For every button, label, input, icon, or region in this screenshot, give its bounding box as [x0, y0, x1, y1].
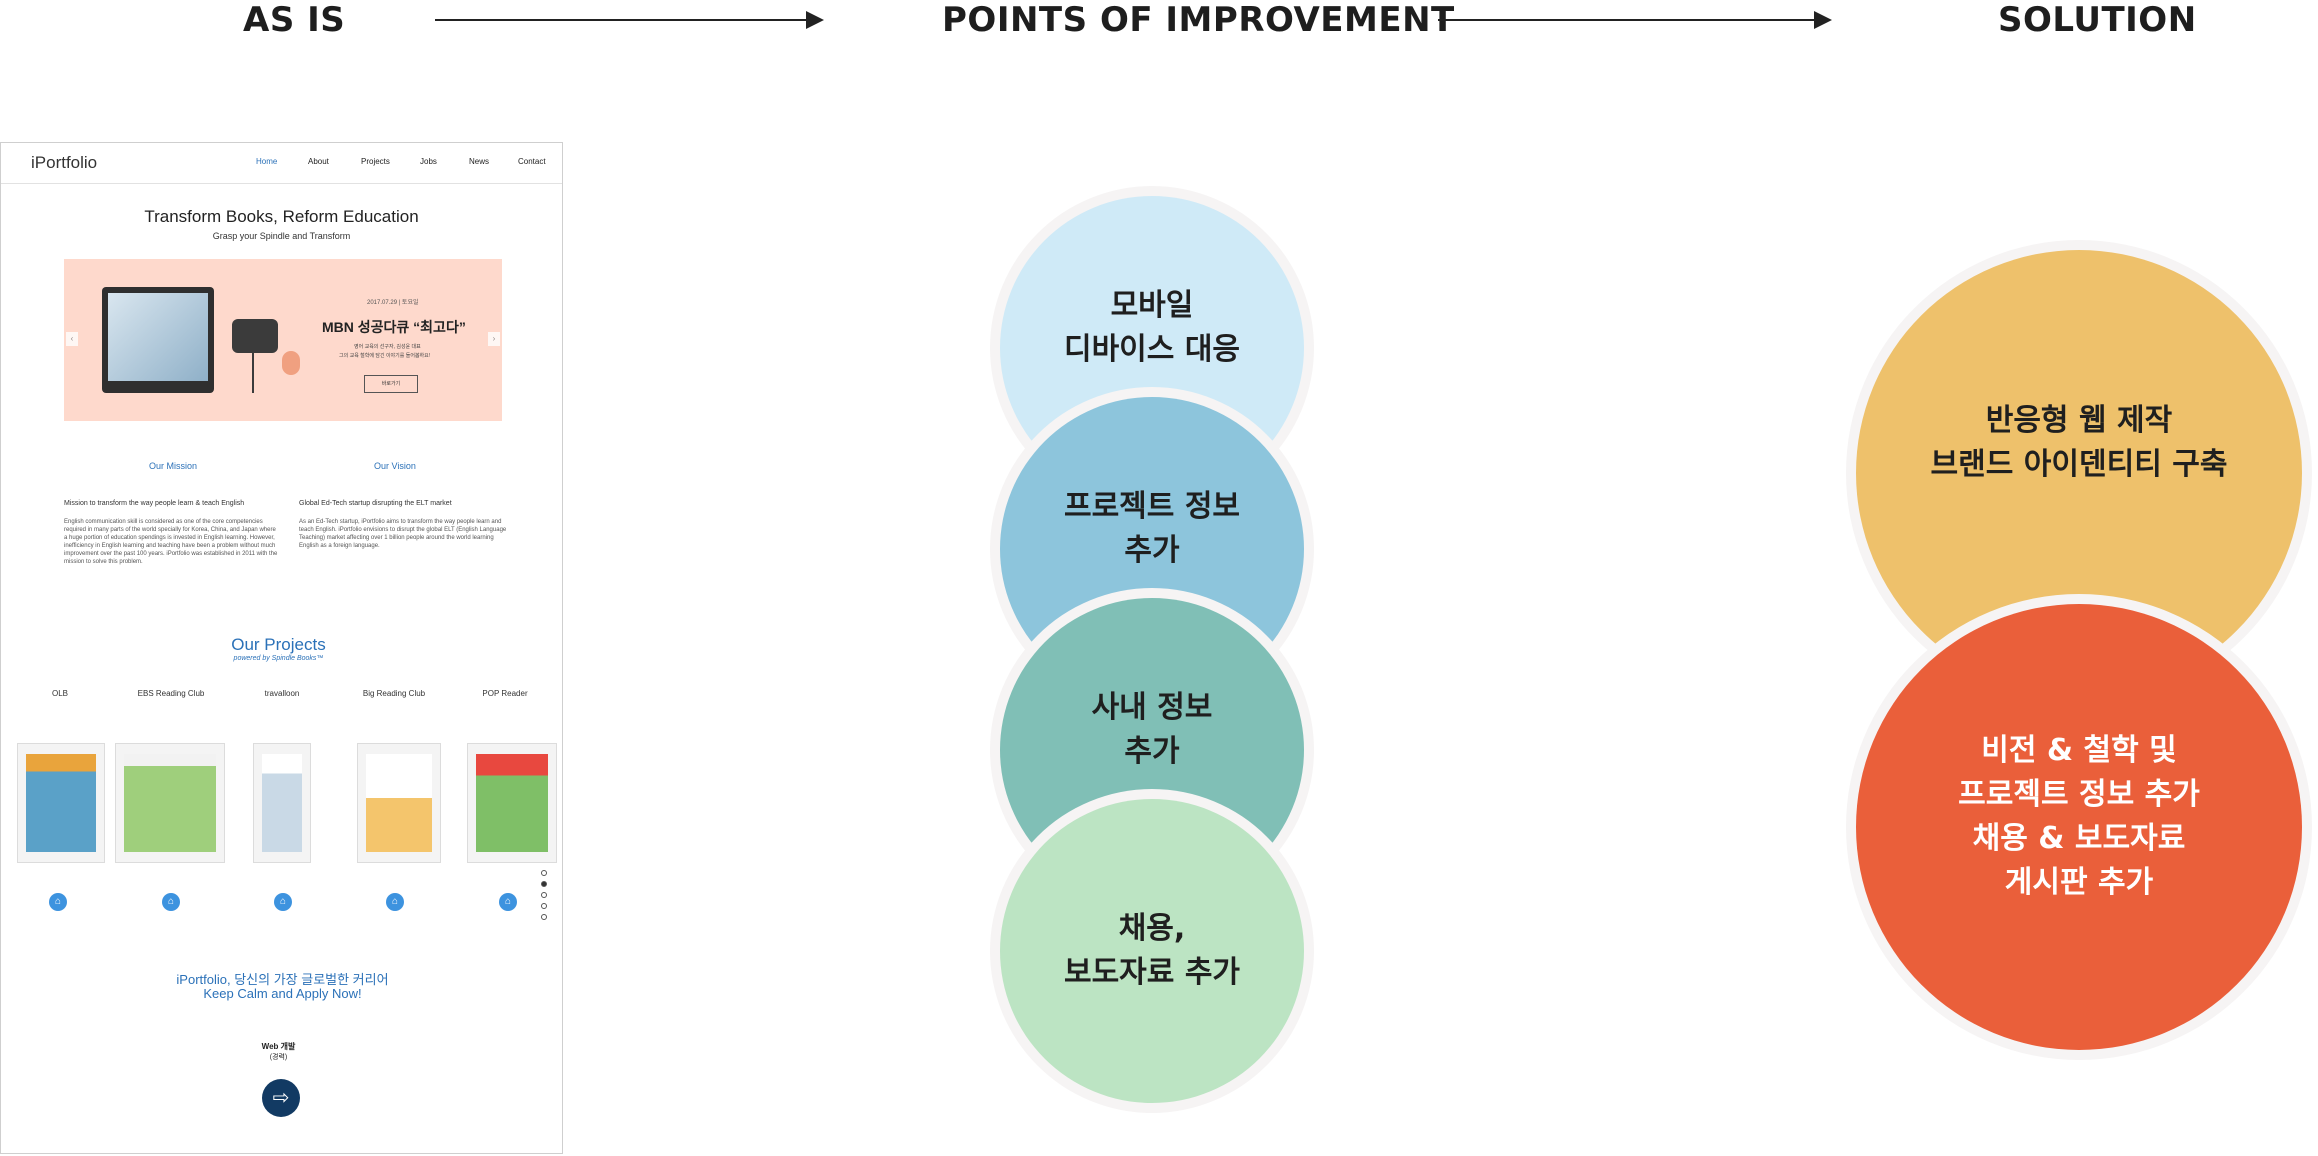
vision-title: Global Ed-Tech startup disrupting the EL… [299, 500, 452, 507]
points-heading: POINTS OF IMPROVEMENT [942, 0, 1455, 40]
project-name-olb[interactable]: OLB [51, 689, 68, 698]
project-home-icon-3[interactable]: ⌂ [274, 893, 292, 911]
project-name-ebs[interactable]: EBS Reading Club [137, 689, 205, 698]
arrow-points-to-solution [1438, 11, 1832, 29]
point-1-line-2: 디바이스 대응 [1063, 332, 1241, 367]
banner-date: 2017.07.29 | 토요일 [367, 300, 419, 306]
page-dot[interactable] [541, 870, 547, 876]
banner-prev-icon[interactable]: ‹ [66, 332, 78, 346]
tv-illustration [102, 287, 214, 393]
point-1-line-1: 모바일 [1110, 288, 1194, 323]
solution-1-line-1: 반응형 웹 제작 [1985, 403, 2173, 438]
solution-1-line-2: 브랜드 아이덴티티 구축 [1930, 447, 2228, 482]
point-3-line-1: 사내 정보 [1091, 690, 1213, 725]
banner-button[interactable]: 바로가기 [364, 375, 418, 393]
project-name-big-reading[interactable]: Big Reading Club [362, 689, 426, 698]
as-is-website-screenshot: iPortfolio Home About Projects Jobs News… [0, 142, 563, 1154]
solution-heading: SOLUTION [1998, 0, 2197, 40]
point-circle-4: 채용, 보도자료 추가 [1000, 799, 1304, 1103]
arrow-as-is-to-points [435, 11, 824, 29]
vision-heading: Our Vision [374, 461, 416, 471]
point-4-line-2: 보도자료 추가 [1063, 955, 1241, 990]
banner-line-2: 그의 교육 철학에 담긴 이야기를 들어봅하요! [339, 353, 431, 359]
nav-news[interactable]: News [469, 157, 490, 166]
job-subtitle: (경력) [269, 1054, 288, 1061]
projects-subheading: powered by Spindle Books™ [233, 655, 324, 662]
nav-about[interactable]: About [308, 157, 329, 166]
project-thumb-travalloon[interactable] [253, 743, 311, 863]
apply-arrow-button[interactable]: ⇨ [262, 1079, 300, 1117]
page-dot[interactable] [541, 903, 547, 909]
project-name-travalloon[interactable]: travalloon [264, 689, 300, 698]
cta-line-2: Keep Calm and Apply Now! [203, 986, 362, 1001]
project-home-icon-1[interactable]: ⌂ [49, 893, 67, 911]
mission-heading: Our Mission [149, 461, 198, 471]
hero-subtitle: Grasp your Spindle and Transform [212, 231, 351, 241]
nav-home[interactable]: Home [256, 157, 278, 166]
project-home-icon-5[interactable]: ⌂ [499, 893, 517, 911]
page-dot[interactable] [541, 892, 547, 898]
page-dots[interactable] [541, 870, 547, 925]
site-nav: iPortfolio Home About Projects Jobs News… [1, 143, 562, 184]
point-2-line-2: 추가 [1124, 533, 1180, 568]
solution-2-line-1: 비전 & 철학 및 [1981, 733, 2177, 768]
point-4-line-1: 채용, [1118, 911, 1186, 946]
point-2-line-1: 프로젝트 정보 [1063, 489, 1241, 524]
as-is-heading: AS IS [243, 0, 346, 40]
cta-line-1: iPortfolio, 당신의 가장 글로벌한 커리어 [176, 972, 389, 987]
solution-2-line-2: 프로젝트 정보 추가 [1958, 777, 2200, 812]
project-thumb-olb[interactable] [17, 743, 105, 863]
banner-next-icon[interactable]: › [488, 332, 500, 346]
nav-jobs[interactable]: Jobs [420, 157, 437, 166]
mission-body: English communication skill is considere… [64, 519, 278, 565]
hero-title: Transform Books, Reform Education [144, 207, 419, 226]
projects-heading: Our Projects [231, 635, 326, 654]
hero-banner[interactable]: ‹ › 2017.07.29 | 토요일 MBN 성공다큐 “최고다” 영어 교… [64, 259, 502, 421]
mission-title: Mission to transform the way people lear… [64, 500, 245, 507]
page-dot-active[interactable] [541, 881, 547, 887]
tripod-icon [252, 353, 254, 393]
job-title: Web 개발 [261, 1042, 296, 1051]
project-thumb-pop-reader[interactable] [467, 743, 557, 863]
vision-body: As an Ed-Tech startup, iPortfolio aims t… [299, 519, 507, 549]
project-thumb-ebs[interactable] [115, 743, 225, 863]
project-thumb-big-reading[interactable] [357, 743, 441, 863]
banner-title: MBN 성공다큐 “최고다” [322, 319, 466, 335]
nav-projects[interactable]: Projects [361, 157, 390, 166]
solution-2-line-3: 채용 & 보도자료 [1972, 821, 2186, 856]
project-name-pop-reader[interactable]: POP Reader [482, 689, 528, 698]
solution-2-line-4: 게시판 추가 [2004, 865, 2154, 900]
page-dot[interactable] [541, 914, 547, 920]
nav-contact[interactable]: Contact [518, 157, 546, 166]
point-3-line-2: 추가 [1124, 734, 1180, 769]
site-logo[interactable]: iPortfolio [31, 153, 98, 172]
camera-icon [232, 319, 278, 353]
project-home-icon-4[interactable]: ⌂ [386, 893, 404, 911]
banner-line-1: 영어 교육의 선구자, 김성윤 대표 [354, 344, 421, 350]
microphone-icon [282, 351, 300, 375]
project-home-icon-2[interactable]: ⌂ [162, 893, 180, 911]
